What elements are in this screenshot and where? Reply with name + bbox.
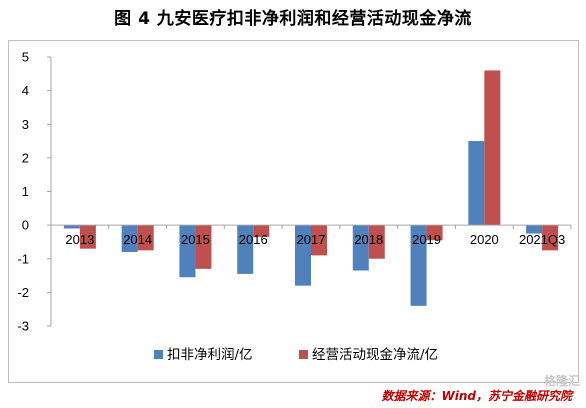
x-category-label: 2017	[297, 232, 326, 247]
bar-net-profit-2015	[179, 225, 196, 278]
legend-swatch-net-profit	[154, 350, 163, 359]
x-category-label: 2020	[470, 232, 499, 247]
bar-chart: 5 4 3 2 1 0 -1 -2 -3 2013 2014 2015 2016 2017 2018 2019…	[17, 50, 572, 363]
bar-operating-cash-flow-2016	[253, 225, 270, 237]
chart-title: 图 4 九安医疗扣非净利润和经营活动现金净流	[114, 9, 472, 29]
x-category-label: 2018	[354, 232, 383, 247]
y-tick-label: 0	[22, 218, 29, 233]
bar-net-profit-2014	[121, 225, 138, 253]
data-source-note: 数据来源：Wind，苏宁金融研究院	[381, 389, 572, 403]
bar-net-profit-2019	[410, 225, 427, 306]
legend-label-net-profit: 扣非净利润/亿	[167, 347, 253, 363]
x-category-label: 2019	[412, 232, 441, 247]
watermark: 格隆汇	[543, 374, 580, 388]
y-tick-label: -1	[17, 251, 29, 266]
y-tick-label: -2	[17, 285, 29, 300]
y-tick-label: 2	[22, 150, 29, 165]
legend-swatch-operating-cash-flow	[299, 350, 308, 359]
legend-label-operating-cash-flow: 经营活动现金净流/亿	[312, 347, 438, 363]
bar-operating-cash-flow-2013	[79, 225, 96, 249]
x-category-label: 2013	[65, 232, 94, 247]
y-tick-label: 5	[22, 50, 29, 65]
x-category-label: 2021Q3	[519, 232, 565, 247]
bar-operating-cash-flow-2017	[311, 225, 327, 256]
bar-operating-cash-flow-2015	[195, 225, 212, 269]
y-tick-label: 4	[22, 83, 29, 98]
y-tick-label: 1	[22, 184, 29, 199]
chart-area: 5 4 3 2 1 0 -1 -2 -3 2013 2014 2015 2016 2017 2018 2019…	[8, 40, 579, 383]
bar-net-profit-2017	[295, 225, 311, 286]
bar-net-profit-2020	[468, 141, 485, 226]
bar-operating-cash-flow-2021Q3	[542, 225, 559, 251]
x-category-label: 2016	[239, 232, 268, 247]
y-tick-label: 3	[22, 117, 29, 132]
bar-operating-cash-flow-2020	[484, 70, 501, 226]
bar-operating-cash-flow-2014	[137, 225, 154, 251]
x-category-label: 2014	[123, 232, 152, 247]
bar-net-profit-2013	[63, 225, 80, 229]
bar-net-profit-2021Q3	[526, 225, 543, 234]
bar-net-profit-2016	[237, 225, 254, 274]
x-category-label: 2015	[181, 232, 210, 247]
bar-operating-cash-flow-2019	[426, 225, 443, 241]
bar-operating-cash-flow-2018	[368, 225, 385, 259]
bar-net-profit-2018	[352, 225, 369, 271]
y-tick-label: -3	[17, 319, 29, 334]
